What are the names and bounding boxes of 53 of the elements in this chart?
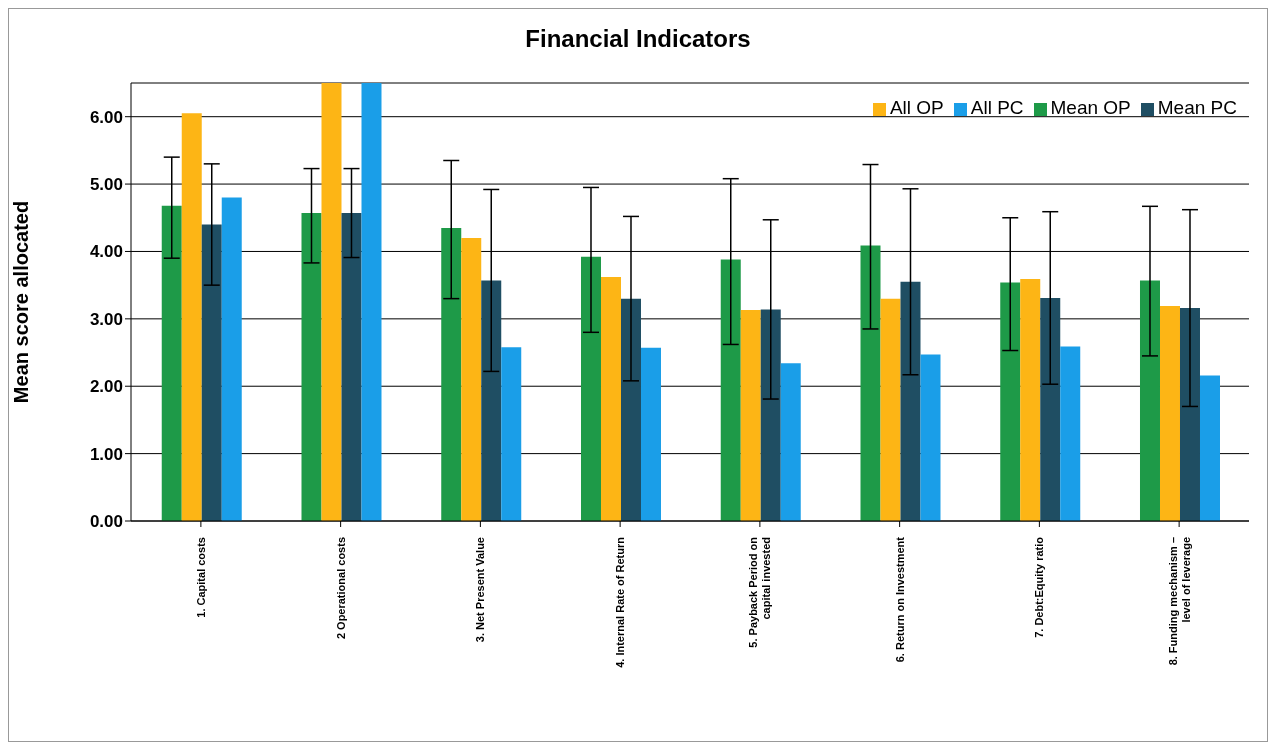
bar	[1000, 282, 1021, 521]
bar	[481, 280, 502, 521]
bar	[221, 197, 242, 521]
bar	[641, 347, 661, 521]
bar	[201, 224, 222, 521]
bar	[341, 213, 362, 521]
bar	[601, 277, 621, 521]
bar	[1040, 297, 1061, 521]
x-tick-label: 8. Funding mechanism – level of leverage	[1166, 537, 1192, 666]
bar	[1139, 280, 1160, 521]
x-tick-label: 2 Operational costs	[334, 537, 347, 640]
x-tick-label: 4. Internal Rate of Return	[614, 536, 627, 668]
bar	[780, 363, 801, 521]
bar	[321, 83, 342, 521]
bar	[181, 113, 202, 521]
x-tick-label: 7. Debt:Equity ratio	[1033, 536, 1046, 638]
bar	[720, 259, 741, 521]
bar	[760, 309, 781, 521]
bar	[581, 256, 601, 521]
bar	[161, 205, 182, 521]
bar	[860, 245, 881, 521]
bar	[461, 237, 482, 521]
bar	[361, 83, 382, 521]
chart-title: Financial Indicators	[524, 25, 752, 53]
legend-label: All OP	[889, 97, 944, 118]
bar	[900, 281, 921, 521]
x-tick-label: 3. Net Present Value	[474, 537, 487, 643]
bar	[1020, 279, 1041, 521]
bar	[880, 298, 901, 521]
x-tick-label: 1. Capital costs	[194, 537, 207, 618]
bar	[740, 310, 761, 521]
bar	[441, 227, 462, 521]
legend-label: Mean OP	[1050, 97, 1131, 118]
bar	[501, 347, 522, 521]
x-tick-label: 5. Payback Period on capital invested	[747, 536, 773, 648]
bar	[621, 298, 641, 521]
y-axis-title: Mean score allocated	[10, 200, 33, 404]
y-tick-label: 3.00	[89, 309, 123, 329]
legend-label: All PC	[970, 97, 1024, 118]
bar	[1179, 308, 1200, 521]
y-tick-label: 6.00	[89, 107, 123, 127]
x-tick-label: 6. Return on Investment	[893, 536, 906, 663]
y-tick-label: 4.00	[89, 242, 123, 262]
y-tick-label: 5.00	[89, 175, 123, 195]
bar	[920, 354, 941, 521]
y-tick-label: 1.00	[89, 444, 123, 464]
legend-label: Mean PC	[1157, 97, 1237, 118]
y-tick-label: 0.00	[89, 512, 123, 532]
bar	[1199, 375, 1220, 521]
bar	[1060, 346, 1081, 521]
bar	[1159, 306, 1180, 521]
y-tick-label: 2.00	[89, 377, 123, 397]
bar	[301, 213, 322, 521]
